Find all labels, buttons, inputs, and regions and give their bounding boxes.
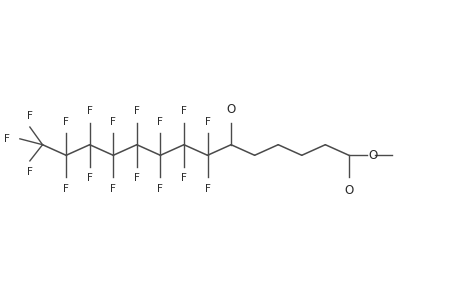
Text: F: F: [134, 106, 140, 116]
Text: F: F: [134, 173, 140, 183]
Text: O: O: [343, 184, 353, 197]
Text: F: F: [87, 173, 92, 183]
Text: F: F: [4, 134, 10, 144]
Text: F: F: [63, 184, 69, 194]
Text: F: F: [180, 173, 186, 183]
Text: F: F: [157, 184, 163, 194]
Text: F: F: [63, 117, 69, 127]
Text: F: F: [204, 117, 210, 127]
Text: F: F: [110, 184, 116, 194]
Text: F: F: [180, 106, 186, 116]
Text: O: O: [368, 149, 377, 162]
Text: F: F: [27, 111, 33, 121]
Text: F: F: [157, 117, 163, 127]
Text: O: O: [226, 103, 235, 116]
Text: F: F: [204, 184, 210, 194]
Text: F: F: [87, 106, 92, 116]
Text: F: F: [110, 117, 116, 127]
Text: F: F: [27, 167, 33, 177]
